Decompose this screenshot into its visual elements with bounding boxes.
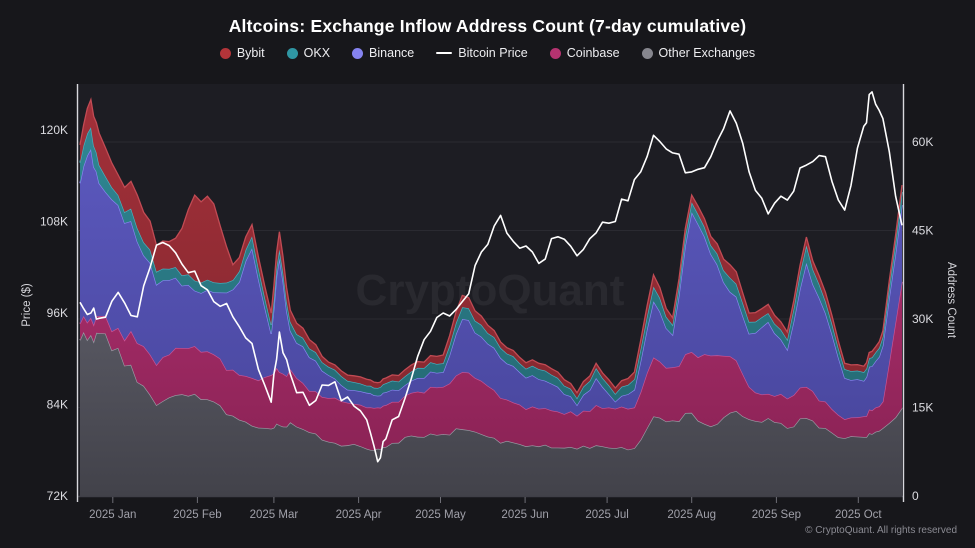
x-tick-label: 2025 Mar (250, 509, 299, 521)
left-tick-label: 108K (40, 215, 68, 229)
bitcoin-price-line (79, 91, 903, 463)
legend-item-other-exchanges[interactable]: Other Exchanges (641, 46, 756, 60)
legend-item-coinbase[interactable]: Coinbase (549, 46, 620, 60)
right-tick-label: 60K (912, 135, 933, 149)
legend-item-bitcoin-price[interactable]: Bitcoin Price (436, 46, 528, 60)
area-binance (80, 149, 902, 420)
right-tick-label: 30K (912, 312, 933, 326)
legend-item-bybit[interactable]: Bybit (219, 46, 265, 60)
legend-label: Other Exchanges (658, 46, 756, 60)
legend-dot-marker (641, 47, 653, 59)
area-bybit (80, 99, 902, 399)
legend-label: Bitcoin Price (458, 46, 528, 60)
area-edge-bybit (79, 97, 903, 395)
axes (76, 84, 905, 503)
right-tick-label: 0 (912, 489, 919, 503)
left-tick-label: 96K (47, 306, 68, 320)
watermark: CryptoQuant (356, 266, 625, 315)
legend-item-okx[interactable]: OKX (286, 46, 331, 60)
x-tick-label: 2025 Apr (336, 509, 382, 521)
x-tick-label: 2025 Oct (835, 509, 882, 521)
legend-dot-marker (219, 47, 231, 59)
right-tick-label: 45K (912, 224, 933, 238)
x-tick-label: 2025 May (415, 509, 466, 521)
legend-dot-marker (352, 47, 364, 59)
left-tick-label: 84K (47, 398, 68, 412)
right-axis-title: Address Count (945, 262, 957, 339)
legend-dot-marker (286, 47, 298, 59)
legend-item-binance[interactable]: Binance (352, 46, 414, 60)
x-tick-label: 2025 Jul (585, 509, 628, 521)
copyright: © CryptoQuant. All rights reserved (805, 525, 957, 536)
legend-label: Binance (369, 46, 415, 60)
x-tick-label: 2025 Jun (501, 509, 548, 521)
legend-label: Coinbase (566, 46, 620, 60)
x-tick-label: 2025 Feb (173, 509, 222, 521)
x-tick-label: 2025 Jan (89, 509, 136, 521)
legend-label: Bybit (236, 46, 265, 60)
right-tick-label: 15K (912, 401, 933, 415)
chart-title: Altcoins: Exchange Inflow Address Count … (228, 16, 747, 36)
left-tick-label: 72K (47, 489, 68, 503)
area-coinbase (80, 281, 902, 451)
left-axis-title: Price ($) (21, 283, 33, 327)
left-tick-label: 120K (40, 123, 68, 137)
legend-dot-marker (549, 47, 561, 59)
btc-price-path (79, 91, 903, 463)
plot-area[interactable] (78, 84, 903, 496)
tick-labels: 2025 Jan 2025 Feb 2025 Mar 2025 Apr 2025 May… (40, 123, 933, 521)
area-other-exchanges (80, 332, 902, 496)
legend: Bybit OKX Binance Bitcoin Price Coinbase Othe… (0, 46, 975, 60)
legend-label: OKX (303, 46, 331, 60)
legend-line-marker (436, 51, 453, 55)
x-tick-label: 2025 Aug (667, 509, 716, 521)
x-tick-label: 2025 Sep (752, 509, 801, 521)
stacked-areas (79, 97, 903, 496)
